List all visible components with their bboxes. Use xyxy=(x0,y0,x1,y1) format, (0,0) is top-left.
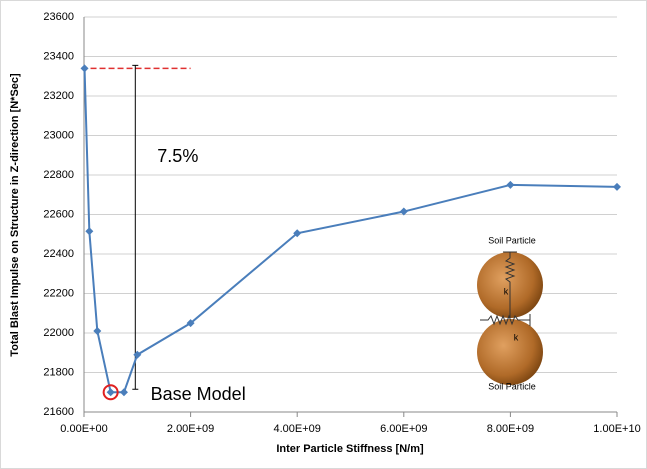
annotation: k xyxy=(514,332,519,342)
annotation: Soil Particle xyxy=(488,381,536,391)
x-tick-label: 2.00E+09 xyxy=(167,423,214,435)
y-tick-label: 23400 xyxy=(43,50,74,62)
y-tick-label: 21800 xyxy=(43,366,74,378)
x-tick-label: 1.00E+10 xyxy=(593,423,640,435)
chart-border xyxy=(1,1,647,469)
y-tick-label: 23000 xyxy=(43,129,74,141)
annotation: Base Model xyxy=(151,384,246,404)
x-axis-title: Inter Particle Stiffness [N/m] xyxy=(276,443,424,455)
x-tick-label: 4.00E+09 xyxy=(273,423,320,435)
annotation: Soil Particle xyxy=(488,235,536,245)
chart: Soil Particle Soil Particle k k Inter Pa… xyxy=(0,0,647,469)
particle xyxy=(477,319,543,385)
y-tick-label: 22600 xyxy=(43,208,74,220)
y-tick-label: 22000 xyxy=(43,327,74,339)
y-tick-label: 23600 xyxy=(43,11,74,23)
y-tick-label: 22400 xyxy=(43,248,74,260)
annotation: 7.5% xyxy=(157,146,198,166)
y-tick-label: 22800 xyxy=(43,169,74,181)
y-tick-label: 21600 xyxy=(43,406,74,418)
x-tick-label: 6.00E+09 xyxy=(380,423,427,435)
y-tick-label: 22200 xyxy=(43,287,74,299)
y-tick-label: 23200 xyxy=(43,90,74,102)
y-axis-title: Total Blast Impulse on Structure in Z-di… xyxy=(9,73,21,357)
x-tick-label: 0.00E+00 xyxy=(60,423,107,435)
annotation: k xyxy=(504,286,509,296)
x-tick-label: 8.00E+09 xyxy=(487,423,534,435)
